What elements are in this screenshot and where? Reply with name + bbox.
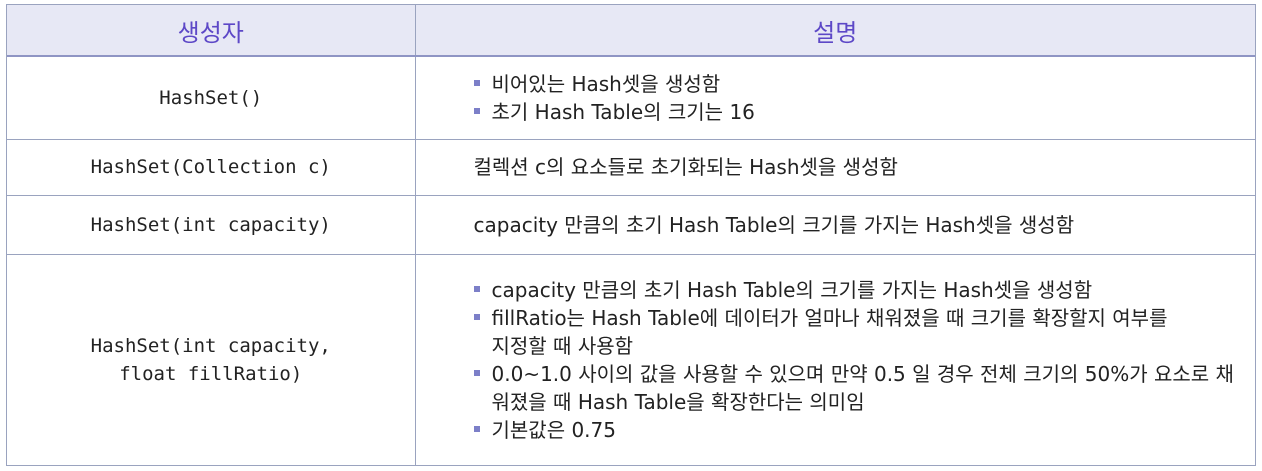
constructor-cell: HashSet(int capacity, float fillRatio) [7,253,416,465]
description-cell: 컬렉션 c의 요소들로 초기화되는 Hash셋을 생성함 [415,138,1255,196]
hashset-constructor-table: 생성자 설명 HashSet() 비어있는 Hash셋을 생성함 [6,4,1256,466]
list-item: capacity 만큼의 초기 Hash Table의 크기를 가지는 Hash… [473,276,1256,304]
constructor-signature-line-1: HashSet(int capacity, [90,334,331,357]
constructor-signature: HashSet(Collection c) [90,156,331,179]
constructor-cell: HashSet(Collection c) [7,138,416,196]
description-list: capacity 만큼의 초기 Hash Table의 크기를 가지는 Hash… [434,276,1256,444]
list-item: 비어있는 Hash셋을 생성함 [473,70,1256,98]
header-description: 설명 [415,5,1255,57]
description-cell: 비어있는 Hash셋을 생성함 초기 Hash Table의 크기는 16 [415,55,1256,140]
table-row: HashSet(int capacity) capacity 만큼의 초기 Ha… [7,194,1255,255]
list-item-text: 비어있는 Hash셋을 생성함 [491,71,721,96]
constructor-signature: HashSet() [159,86,263,109]
constructor-signature: HashSet(int capacity) [90,213,331,236]
list-item-text: 0.0~1.0 사이의 값을 사용할 수 있으며 만약 0.5 일 경우 전체 … [491,361,1234,414]
square-bullet-icon [473,285,480,292]
square-bullet-icon [473,369,480,376]
list-item: 초기 Hash Table의 크기는 16 [473,98,1256,126]
list-item: fillRatio는 Hash Table에 데이터가 얼마나 채워졌을 때 크… [473,304,1182,360]
constructor-signature-line-2: float fillRatio) [119,362,303,385]
list-item-text: 초기 Hash Table의 크기는 16 [491,99,755,124]
header-constructor: 생성자 [7,5,416,57]
list-item-text: capacity 만큼의 초기 Hash Table의 크기를 가지는 Hash… [491,277,1093,302]
square-bullet-icon [473,79,480,86]
table-row: HashSet(Collection c) 컬렉션 c의 요소들로 초기화되는 … [7,138,1255,196]
list-item-text: fillRatio는 Hash Table에 데이터가 얼마나 채워졌을 때 크… [491,305,1168,358]
constructor-cell: HashSet() [7,55,416,140]
table-row: HashSet() 비어있는 Hash셋을 생성함 초기 Hash Table의… [7,55,1256,140]
constructor-cell: HashSet(int capacity) [7,194,416,255]
table-row: HashSet(int capacity, float fillRatio) c… [7,253,1256,465]
description-cell: capacity 만큼의 초기 Hash Table의 크기를 가지는 Hash… [415,253,1256,465]
list-item-text: 기본값은 0.75 [491,417,617,442]
constructor-table: 생성자 설명 HashSet() 비어있는 Hash셋을 생성함 [7,5,1255,465]
list-item: 기본값은 0.75 [473,416,1256,444]
description-list: 비어있는 Hash셋을 생성함 초기 Hash Table의 크기는 16 [434,70,1256,126]
description-cell: capacity 만큼의 초기 Hash Table의 크기를 가지는 Hash… [415,194,1255,255]
square-bullet-icon [473,425,480,432]
square-bullet-icon [473,107,480,114]
square-bullet-icon [473,313,480,320]
description-text: capacity 만큼의 초기 Hash Table의 크기를 가지는 Hash… [473,212,1075,237]
header-row: 생성자 설명 [7,5,1255,57]
list-item: 0.0~1.0 사이의 값을 사용할 수 있으며 만약 0.5 일 경우 전체 … [473,360,1252,416]
description-text: 컬렉션 c의 요소들로 초기화되는 Hash셋을 생성함 [473,155,898,180]
